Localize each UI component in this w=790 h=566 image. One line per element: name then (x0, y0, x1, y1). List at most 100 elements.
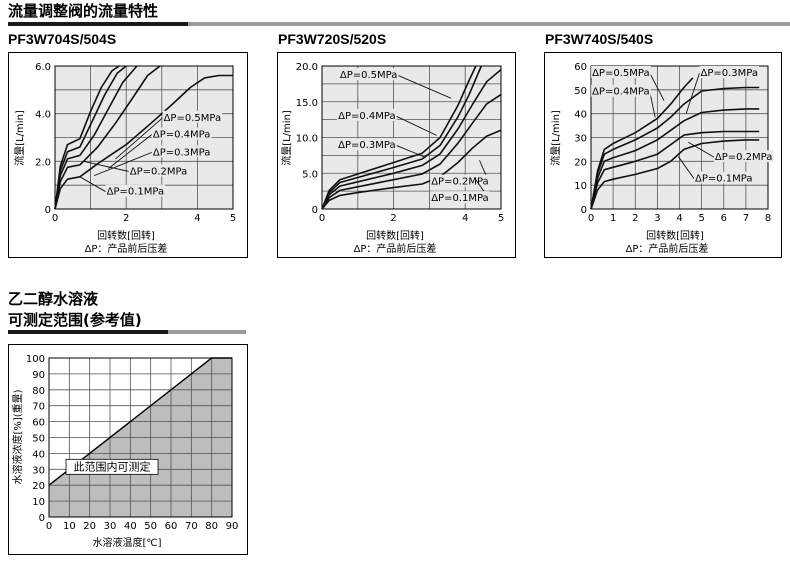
series-line (590, 77, 694, 210)
annotation-bg (591, 84, 651, 97)
series-line (54, 65, 138, 210)
annotation-bg (591, 66, 651, 79)
y-tick-label: 2.0 (35, 157, 51, 168)
chart-panel-pf3w720s: 0 2 4 5 0 5.0 10.0 15.0 20.0 回转数[回转] ΔP：产品前后压差 流量[L… (277, 52, 516, 258)
x-tick-label: 70 (185, 521, 198, 532)
region-label-box (65, 458, 159, 475)
y-tick-label: 70 (32, 402, 45, 413)
series-label: ΔP=0.3MPa (153, 147, 211, 158)
annotation-leader (397, 74, 452, 99)
y-axis-label: 水溶液浓度[%](重量) (11, 389, 24, 484)
annotation-bg (162, 110, 223, 123)
series-line (590, 86, 760, 210)
series-label: ΔP=0.5MPa (592, 68, 650, 79)
series-line (321, 93, 502, 210)
annotation-bg (430, 191, 490, 204)
section2-rule-accent (8, 330, 168, 334)
series-line (54, 65, 127, 210)
x-tick-label: 90 (226, 521, 239, 532)
series-line (54, 74, 233, 210)
x-tick-label: 60 (165, 521, 178, 532)
y-tick-label: 6.0 (35, 62, 51, 73)
section-title-glycol: 乙二醇水溶液 (8, 290, 99, 308)
annotation-bg (713, 150, 774, 163)
x-tick-label: 6 (721, 213, 727, 224)
region-label: 此范围内可测定 (74, 459, 151, 473)
flow-chart-pf3w720s: 0 2 4 5 0 5.0 10.0 15.0 20.0 回转数[回转]ΔP：产品前后压差 流量[L… (280, 62, 504, 255)
series-label: ΔP=0.4MPa (592, 87, 650, 98)
series-line (590, 130, 760, 210)
y-tick-label: 100 (26, 354, 45, 365)
y-tick-label: 15.0 (296, 98, 318, 109)
annotation-leader (685, 72, 700, 114)
y-tick-label: 0 (312, 205, 318, 216)
chart-title-pf3w720s: PF3W720S/520S (278, 31, 387, 47)
x-tick-label: 50 (144, 521, 157, 532)
series-label: ΔP=0.1MPa (107, 187, 164, 198)
x-tick-label: 80 (205, 521, 218, 532)
series-label: ΔP=0.5MPa (340, 70, 398, 81)
y-axis-label: 流量[L/min] (280, 110, 293, 166)
x-axis-label: 回转数[回转] (646, 229, 704, 242)
series-label: ΔP=0.5MPa (164, 113, 222, 124)
annotation-leader (395, 144, 426, 158)
chart-panel-glycol: 0 10 20 30 40 50 60 70 80 90 0 10 20 30 40 50 60 70 80 90 10… (8, 344, 248, 555)
y-tick-label: 50 (574, 86, 587, 97)
y-tick-label: 30 (32, 465, 45, 476)
y-tick-label: 0 (45, 205, 51, 216)
series-label: ΔP=0.1MPa (695, 174, 753, 185)
chart-title-pf3w740s: PF3W740S/540S (545, 31, 654, 47)
series-line (321, 65, 483, 210)
chart-panel-pf3w704s: 0 2 4 5 0 2.0 4.0 6.0 回转数[回转] ΔP：产品前后压差 流量[L/min] Δ… (8, 52, 248, 258)
y-tick-label: 0 (581, 205, 587, 216)
series-line (590, 139, 760, 210)
y-axis-label: 流量[L/min] (13, 110, 26, 166)
y-tick-label: 0 (39, 513, 45, 524)
annotation-bg (337, 138, 397, 151)
section-rule (8, 22, 790, 26)
x-tick-label: 4 (194, 213, 200, 224)
flow-chart-pf3w740s: 0 1 2 3 4 5 6 7 8 0 10 20 30 40 50 60 回转数[回转]ΔP：产品前后压差 流量… (549, 62, 774, 255)
series-label: ΔP=0.2MPa (431, 177, 489, 188)
x-tick-label: 5 (230, 213, 236, 224)
section-title-flow-characteristics: 流量调整阀的流量特性 (8, 2, 159, 20)
pressure-diff-note: ΔP：产品前后压差 (354, 242, 437, 255)
series-line (54, 65, 120, 210)
x-tick-label: 5 (498, 213, 504, 224)
annotation-leader (115, 117, 163, 160)
series-line (590, 108, 760, 210)
y-tick-label: 20 (32, 481, 45, 492)
x-tick-label: 20 (83, 521, 96, 532)
series-label: ΔP=0.3MPa (701, 68, 759, 79)
x-tick-label: 10 (63, 521, 76, 532)
x-tick-label: 8 (765, 213, 771, 224)
annotation-leader (93, 151, 153, 177)
x-tick-label: 2 (390, 213, 396, 224)
series-label: ΔP=0.1MPa (431, 193, 489, 204)
x-tick-label: 0 (588, 213, 594, 224)
x-tick-label: 30 (104, 521, 117, 532)
y-tick-label: 4.0 (35, 110, 51, 121)
x-tick-label: 7 (743, 213, 749, 224)
x-tick-label: 0 (46, 521, 52, 532)
y-tick-label: 40 (574, 110, 587, 121)
series-label: ΔP=0.2MPa (130, 166, 188, 177)
plot-frame (590, 65, 769, 210)
plot-frame (54, 65, 234, 210)
x-tick-label: 0 (52, 213, 58, 224)
glycol-range-chart: 0 10 20 30 40 50 60 70 80 90 0 10 20 30 40 50 60 70 80 90 10… (11, 354, 239, 549)
annotation-bg (105, 184, 166, 197)
x-tick-label: 40 (124, 521, 137, 532)
x-tick-label: 4 (462, 213, 468, 224)
plot-frame (321, 65, 502, 210)
x-tick-label: 2 (123, 213, 129, 224)
x-axis-label: 回转数[回转] (97, 229, 155, 242)
annotation-bg (693, 171, 754, 184)
series-label: ΔP=0.2MPa (715, 152, 773, 163)
annotation-bg (151, 145, 212, 158)
annotation-leader (649, 72, 665, 101)
x-tick-label: 4 (676, 213, 682, 224)
series-label: ΔP=0.3MPa (338, 140, 396, 151)
annotation-leader (79, 176, 106, 193)
section-rule-accent (8, 22, 188, 26)
